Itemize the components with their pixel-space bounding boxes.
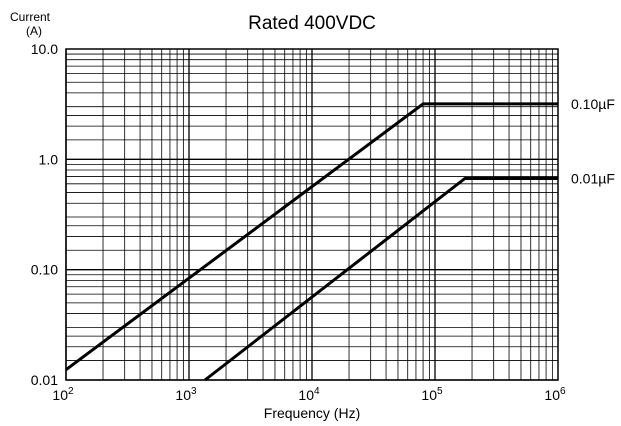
series-label-1: 0.10µF <box>571 96 615 112</box>
x-tick-label: 102 <box>52 386 74 403</box>
x-tick-label: 104 <box>298 386 320 403</box>
series-lines <box>65 102 558 382</box>
plot-frame <box>65 48 559 381</box>
grid <box>65 49 558 381</box>
y-tick-labels: 0.01 0.10 1.0 10.0 <box>31 41 58 388</box>
series-label-2: 0.01µF <box>571 171 615 187</box>
x-tick-label: 105 <box>421 386 443 403</box>
series-labels: 0.10µF 0.01µF <box>571 96 615 187</box>
y-axis-label-line1: Current <box>10 10 51 24</box>
series-line-1 <box>65 102 558 371</box>
chart-title: Rated 400VDC <box>248 13 376 34</box>
x-tick-label: 106 <box>544 386 566 403</box>
y-tick-label: 0.10 <box>31 262 58 278</box>
y-tick-label: 1.0 <box>39 151 59 167</box>
y-axis-label-line2: (A) <box>26 24 42 38</box>
x-tick-label: 103 <box>175 386 197 403</box>
y-tick-label: 0.01 <box>31 372 58 388</box>
x-tick-labels: 102 103 104 105 106 <box>52 386 566 403</box>
x-axis-label: Frequency (Hz) <box>264 405 360 421</box>
series-line-2 <box>204 177 558 382</box>
y-tick-label: 10.0 <box>31 41 58 57</box>
